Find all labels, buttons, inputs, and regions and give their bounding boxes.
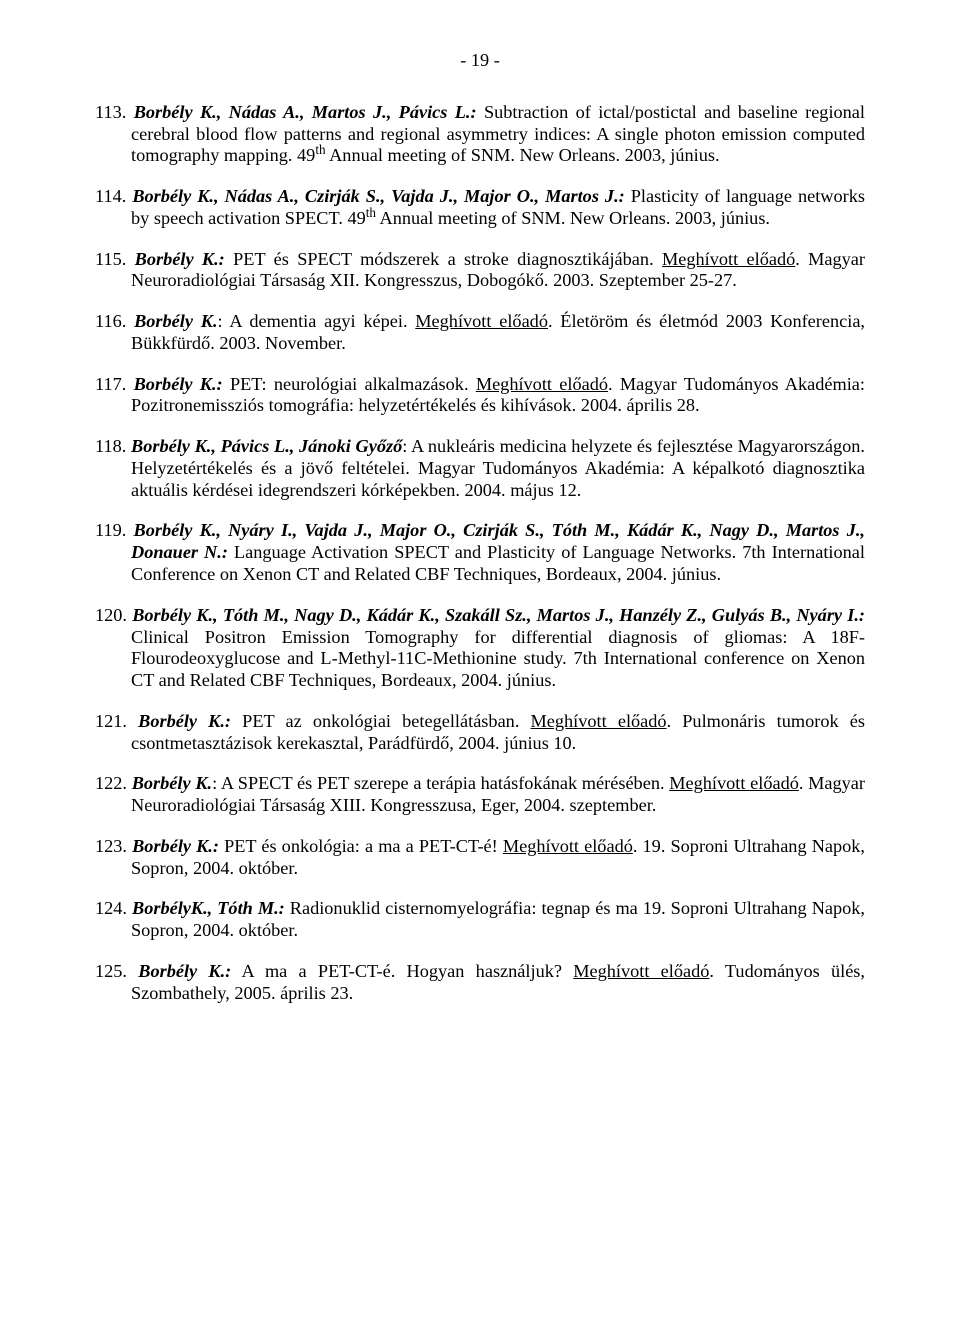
page-number: - 19 - (95, 50, 865, 72)
reference-entry: 119. Borbély K., Nyáry I., Vajda J., Maj… (95, 520, 865, 585)
reference-entry: 116. Borbély K.: A dementia agyi képei. … (95, 311, 865, 355)
reference-entry: 114. Borbély K., Nádas A., Czirják S., V… (95, 186, 865, 230)
reference-entry: 125. Borbély K.: A ma a PET-CT-é. Hogyan… (95, 961, 865, 1005)
reference-entry: 117. Borbély K.: PET: neurológiai alkalm… (95, 374, 865, 418)
reference-entry: 122. Borbély K.: A SPECT és PET szerepe … (95, 773, 865, 817)
reference-entry: 124. BorbélyK., Tóth M.: Radionuklid cis… (95, 898, 865, 942)
reference-entry: 113. Borbély K., Nádas A., Martos J., Pá… (95, 102, 865, 167)
reference-entry: 115. Borbély K.: PET és SPECT módszerek … (95, 249, 865, 293)
document-page: - 19 - 113. Borbély K., Nádas A., Martos… (0, 0, 960, 1084)
reference-entry: 120. Borbély K., Tóth M., Nagy D., Kádár… (95, 605, 865, 692)
reference-entry: 118. Borbély K., Pávics L., Jánoki Győző… (95, 436, 865, 501)
reference-entry: 123. Borbély K.: PET és onkológia: a ma … (95, 836, 865, 880)
reference-list: 113. Borbély K., Nádas A., Martos J., Pá… (95, 102, 865, 1005)
reference-entry: 121. Borbély K.: PET az onkológiai beteg… (95, 711, 865, 755)
